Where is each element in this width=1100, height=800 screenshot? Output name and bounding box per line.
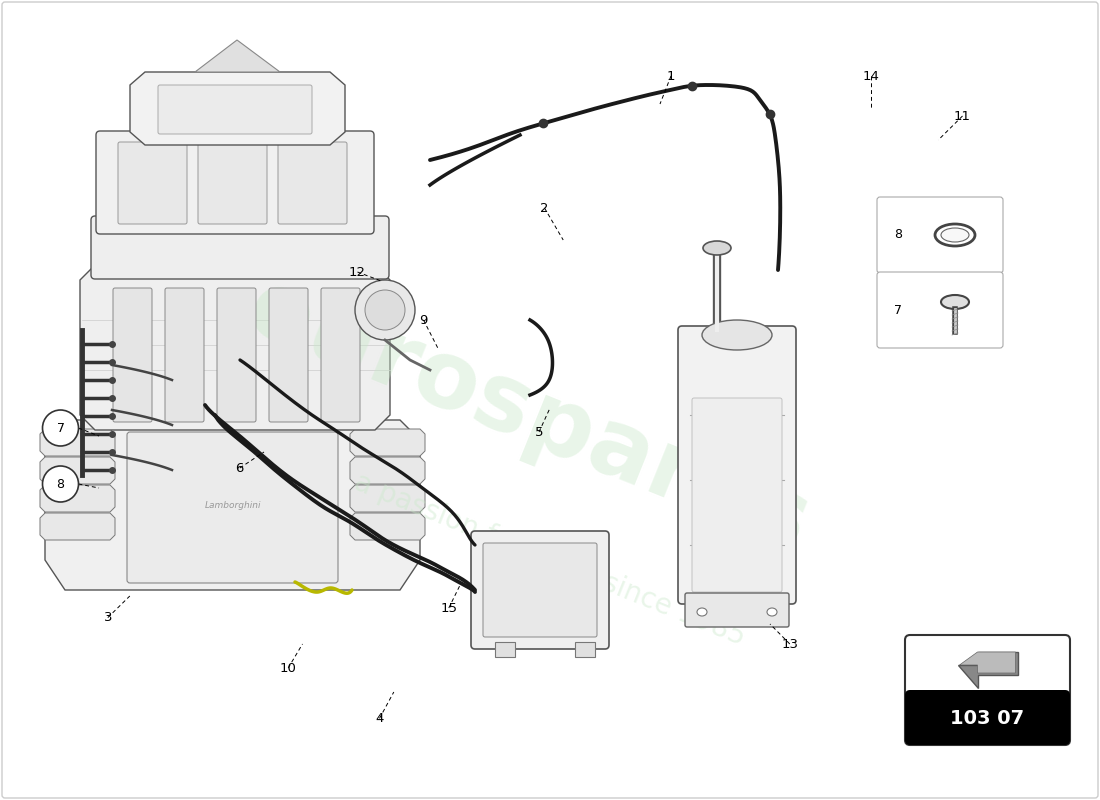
Text: 7: 7 xyxy=(56,422,65,434)
Text: 5: 5 xyxy=(535,426,543,438)
FancyBboxPatch shape xyxy=(198,142,267,224)
Circle shape xyxy=(43,410,78,446)
FancyBboxPatch shape xyxy=(217,288,256,422)
FancyBboxPatch shape xyxy=(270,288,308,422)
Text: 4: 4 xyxy=(375,712,384,725)
Circle shape xyxy=(43,466,78,502)
FancyBboxPatch shape xyxy=(91,216,389,279)
Ellipse shape xyxy=(940,295,969,309)
Ellipse shape xyxy=(355,280,415,340)
Text: eurospares: eurospares xyxy=(234,262,822,570)
Text: 3: 3 xyxy=(103,611,112,624)
FancyBboxPatch shape xyxy=(685,593,789,627)
Polygon shape xyxy=(350,485,425,512)
Text: 6: 6 xyxy=(235,462,244,474)
FancyBboxPatch shape xyxy=(165,288,204,422)
Polygon shape xyxy=(40,429,116,456)
FancyBboxPatch shape xyxy=(692,398,782,592)
Text: 10: 10 xyxy=(279,662,297,674)
Text: 8: 8 xyxy=(56,478,65,490)
Polygon shape xyxy=(40,513,116,540)
Text: a passion for parts since 1985: a passion for parts since 1985 xyxy=(350,469,750,651)
FancyBboxPatch shape xyxy=(905,635,1070,745)
Polygon shape xyxy=(959,652,1015,673)
Ellipse shape xyxy=(767,608,777,616)
Bar xyxy=(575,642,595,657)
Polygon shape xyxy=(45,420,420,590)
Polygon shape xyxy=(195,40,280,72)
FancyBboxPatch shape xyxy=(118,142,187,224)
Ellipse shape xyxy=(365,290,405,330)
Text: 11: 11 xyxy=(954,110,971,122)
Text: Lamborghini: Lamborghini xyxy=(205,501,262,510)
FancyBboxPatch shape xyxy=(877,272,1003,348)
Text: 2: 2 xyxy=(540,202,549,214)
Bar xyxy=(495,642,515,657)
Polygon shape xyxy=(350,429,425,456)
Text: 1: 1 xyxy=(667,70,675,82)
Text: 14: 14 xyxy=(862,70,880,82)
FancyBboxPatch shape xyxy=(905,690,1070,745)
Ellipse shape xyxy=(697,608,707,616)
Polygon shape xyxy=(350,513,425,540)
Text: 12: 12 xyxy=(349,266,366,278)
Polygon shape xyxy=(130,72,345,145)
FancyBboxPatch shape xyxy=(278,142,346,224)
Polygon shape xyxy=(40,485,116,512)
Text: 9: 9 xyxy=(419,314,428,326)
FancyBboxPatch shape xyxy=(483,543,597,637)
FancyBboxPatch shape xyxy=(321,288,360,422)
FancyBboxPatch shape xyxy=(158,85,312,134)
Polygon shape xyxy=(350,457,425,484)
Polygon shape xyxy=(957,652,1018,688)
Text: 103 07: 103 07 xyxy=(950,709,1024,727)
FancyBboxPatch shape xyxy=(113,288,152,422)
FancyBboxPatch shape xyxy=(126,432,338,583)
Ellipse shape xyxy=(940,228,969,242)
FancyBboxPatch shape xyxy=(877,197,1003,273)
FancyBboxPatch shape xyxy=(96,131,374,234)
FancyBboxPatch shape xyxy=(471,531,609,649)
Text: 13: 13 xyxy=(781,638,799,650)
FancyBboxPatch shape xyxy=(678,326,796,604)
Text: 15: 15 xyxy=(440,602,458,614)
Polygon shape xyxy=(40,457,116,484)
Text: 8: 8 xyxy=(894,229,902,242)
Text: 7: 7 xyxy=(894,303,902,317)
Polygon shape xyxy=(80,265,390,430)
Ellipse shape xyxy=(702,320,772,350)
Ellipse shape xyxy=(703,241,732,255)
